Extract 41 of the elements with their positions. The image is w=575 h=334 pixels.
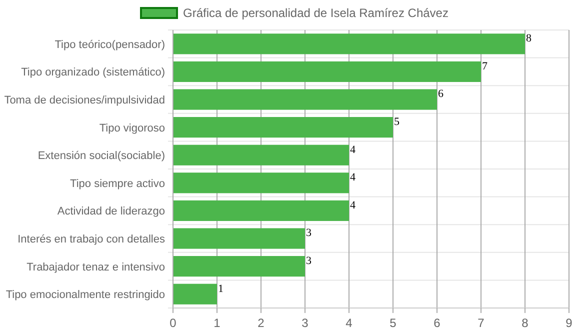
y-tick-label: Interés en trabajo con detalles xyxy=(18,234,166,246)
x-tick-label: 7 xyxy=(478,316,485,330)
data-label: 7 xyxy=(482,60,488,72)
x-tick-label: 4 xyxy=(346,316,353,330)
x-tick-label: 0 xyxy=(170,316,177,330)
data-label: 5 xyxy=(394,116,400,128)
bar xyxy=(173,200,349,221)
data-label: 6 xyxy=(438,88,444,100)
data-label: 3 xyxy=(306,255,312,268)
x-tick-label: 8 xyxy=(522,316,529,330)
y-tick-label: Tipo vigoroso xyxy=(99,122,165,134)
x-tick-label: 1 xyxy=(214,316,221,330)
data-label: 8 xyxy=(526,32,532,45)
data-label: 4 xyxy=(350,144,356,156)
bar xyxy=(173,256,305,277)
bar xyxy=(173,117,393,138)
bar xyxy=(173,34,525,54)
bar xyxy=(173,89,437,110)
data-label: 4 xyxy=(350,199,356,212)
legend-label: Gráfica de personalidad de Isela Ramírez Chávez xyxy=(183,6,448,20)
x-tick-label: 9 xyxy=(566,316,573,330)
data-label: 4 xyxy=(350,172,356,184)
bar xyxy=(173,61,481,82)
data-label: 3 xyxy=(306,227,312,240)
y-tick-label: Tipo siempre activo xyxy=(70,178,165,190)
y-tick-label: Trabajador tenaz e intensivo xyxy=(26,261,165,274)
y-tick-label: Extensión social(sociable) xyxy=(38,150,165,162)
x-tick-label: 2 xyxy=(258,316,265,330)
data-label: 1 xyxy=(218,282,224,295)
bar xyxy=(173,144,349,166)
y-tick-label: Actividad de liderazgo xyxy=(57,206,165,218)
bar xyxy=(173,228,305,249)
y-tick-label: Tipo organizado (sistemático) xyxy=(21,66,165,79)
x-tick-label: 5 xyxy=(390,316,397,330)
y-tick-label: Toma de decisiones/impulsividad xyxy=(4,94,165,106)
y-tick-label: Tipo emocionalmente restringido xyxy=(6,289,165,302)
bar xyxy=(173,172,349,194)
bar xyxy=(173,284,217,304)
x-tick-label: 6 xyxy=(434,316,441,330)
y-tick-label: Tipo teórico(pensador) xyxy=(54,38,165,51)
x-tick-label: 3 xyxy=(302,316,309,330)
